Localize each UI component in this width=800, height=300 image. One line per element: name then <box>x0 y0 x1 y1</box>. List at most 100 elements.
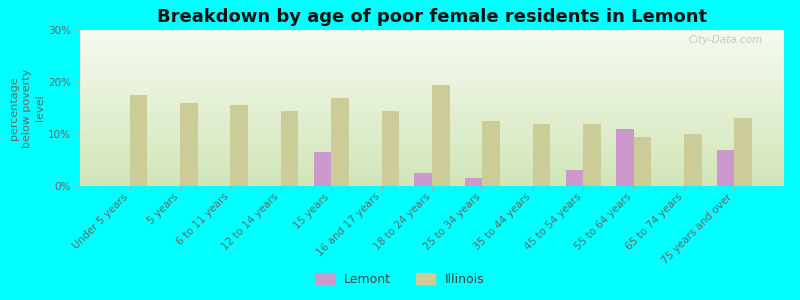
Bar <box>80 161 784 163</box>
Bar <box>80 92 784 94</box>
Bar <box>230 105 248 186</box>
Bar <box>80 47 784 49</box>
Bar <box>80 30 784 31</box>
Bar <box>566 170 583 186</box>
Bar <box>80 134 784 136</box>
Bar <box>432 85 450 186</box>
Bar <box>80 124 784 125</box>
Bar <box>80 130 784 131</box>
Bar <box>80 83 784 85</box>
Bar <box>80 178 784 180</box>
Bar <box>80 139 784 141</box>
Bar <box>80 52 784 53</box>
Bar <box>331 98 349 186</box>
Bar <box>80 41 784 43</box>
Bar <box>634 136 651 186</box>
Bar <box>80 160 784 161</box>
Bar <box>80 106 784 108</box>
Bar <box>80 121 784 122</box>
Bar <box>80 119 784 121</box>
Bar <box>80 183 784 184</box>
Bar <box>80 91 784 92</box>
Bar <box>80 69 784 70</box>
Bar <box>80 181 784 183</box>
Bar <box>80 82 784 83</box>
Bar <box>80 64 784 66</box>
Bar <box>80 35 784 36</box>
Bar <box>80 156 784 158</box>
Bar <box>80 99 784 100</box>
Bar <box>80 97 784 99</box>
Bar <box>80 175 784 177</box>
Bar <box>80 49 784 50</box>
Bar <box>80 131 784 133</box>
Bar <box>80 70 784 72</box>
Bar <box>80 61 784 63</box>
Bar <box>80 150 784 152</box>
Bar <box>80 125 784 127</box>
Bar <box>80 78 784 80</box>
Bar <box>80 105 784 106</box>
Bar <box>80 184 784 186</box>
Bar <box>80 142 784 144</box>
Text: City-Data.com: City-Data.com <box>689 35 763 45</box>
Bar <box>80 122 784 124</box>
Bar <box>382 111 399 186</box>
Bar <box>80 100 784 102</box>
Bar <box>80 36 784 38</box>
Bar <box>80 164 784 166</box>
Bar <box>80 146 784 147</box>
Title: Breakdown by age of poor female residents in Lemont: Breakdown by age of poor female resident… <box>157 8 707 26</box>
Bar <box>684 134 702 186</box>
Bar <box>80 155 784 156</box>
Bar <box>80 32 784 33</box>
Bar <box>80 144 784 146</box>
Bar <box>80 56 784 58</box>
Bar <box>80 113 784 114</box>
Bar <box>281 111 298 186</box>
Bar <box>533 124 550 186</box>
Bar <box>80 116 784 117</box>
Bar <box>80 60 784 61</box>
Bar <box>80 38 784 39</box>
Bar <box>80 117 784 119</box>
Bar <box>482 121 500 186</box>
Bar <box>80 46 784 47</box>
Bar <box>80 77 784 78</box>
Bar <box>80 66 784 68</box>
Bar <box>80 53 784 55</box>
Bar <box>80 136 784 138</box>
Bar <box>80 108 784 110</box>
Bar <box>80 163 784 164</box>
Bar <box>80 152 784 153</box>
Bar <box>80 173 784 175</box>
Bar <box>80 147 784 148</box>
Bar <box>80 102 784 103</box>
Bar <box>80 33 784 35</box>
Bar <box>414 173 432 186</box>
Legend: Lemont, Illinois: Lemont, Illinois <box>310 268 490 291</box>
Bar <box>583 124 601 186</box>
Bar <box>80 80 784 82</box>
Bar <box>80 133 784 134</box>
Bar <box>80 170 784 172</box>
Bar <box>180 103 198 186</box>
Bar <box>80 72 784 74</box>
Bar <box>80 75 784 77</box>
Bar <box>80 127 784 128</box>
Bar <box>80 55 784 56</box>
Bar <box>80 148 784 150</box>
Bar <box>80 169 784 170</box>
Bar <box>80 50 784 52</box>
Bar <box>130 95 147 186</box>
Bar <box>80 153 784 155</box>
Bar <box>80 88 784 89</box>
Bar <box>80 166 784 167</box>
Bar <box>80 74 784 75</box>
Bar <box>80 167 784 169</box>
Y-axis label: percentage
below poverty
level: percentage below poverty level <box>9 68 45 148</box>
Bar <box>80 138 784 139</box>
Bar <box>314 152 331 186</box>
Bar <box>80 39 784 41</box>
Bar <box>80 180 784 181</box>
